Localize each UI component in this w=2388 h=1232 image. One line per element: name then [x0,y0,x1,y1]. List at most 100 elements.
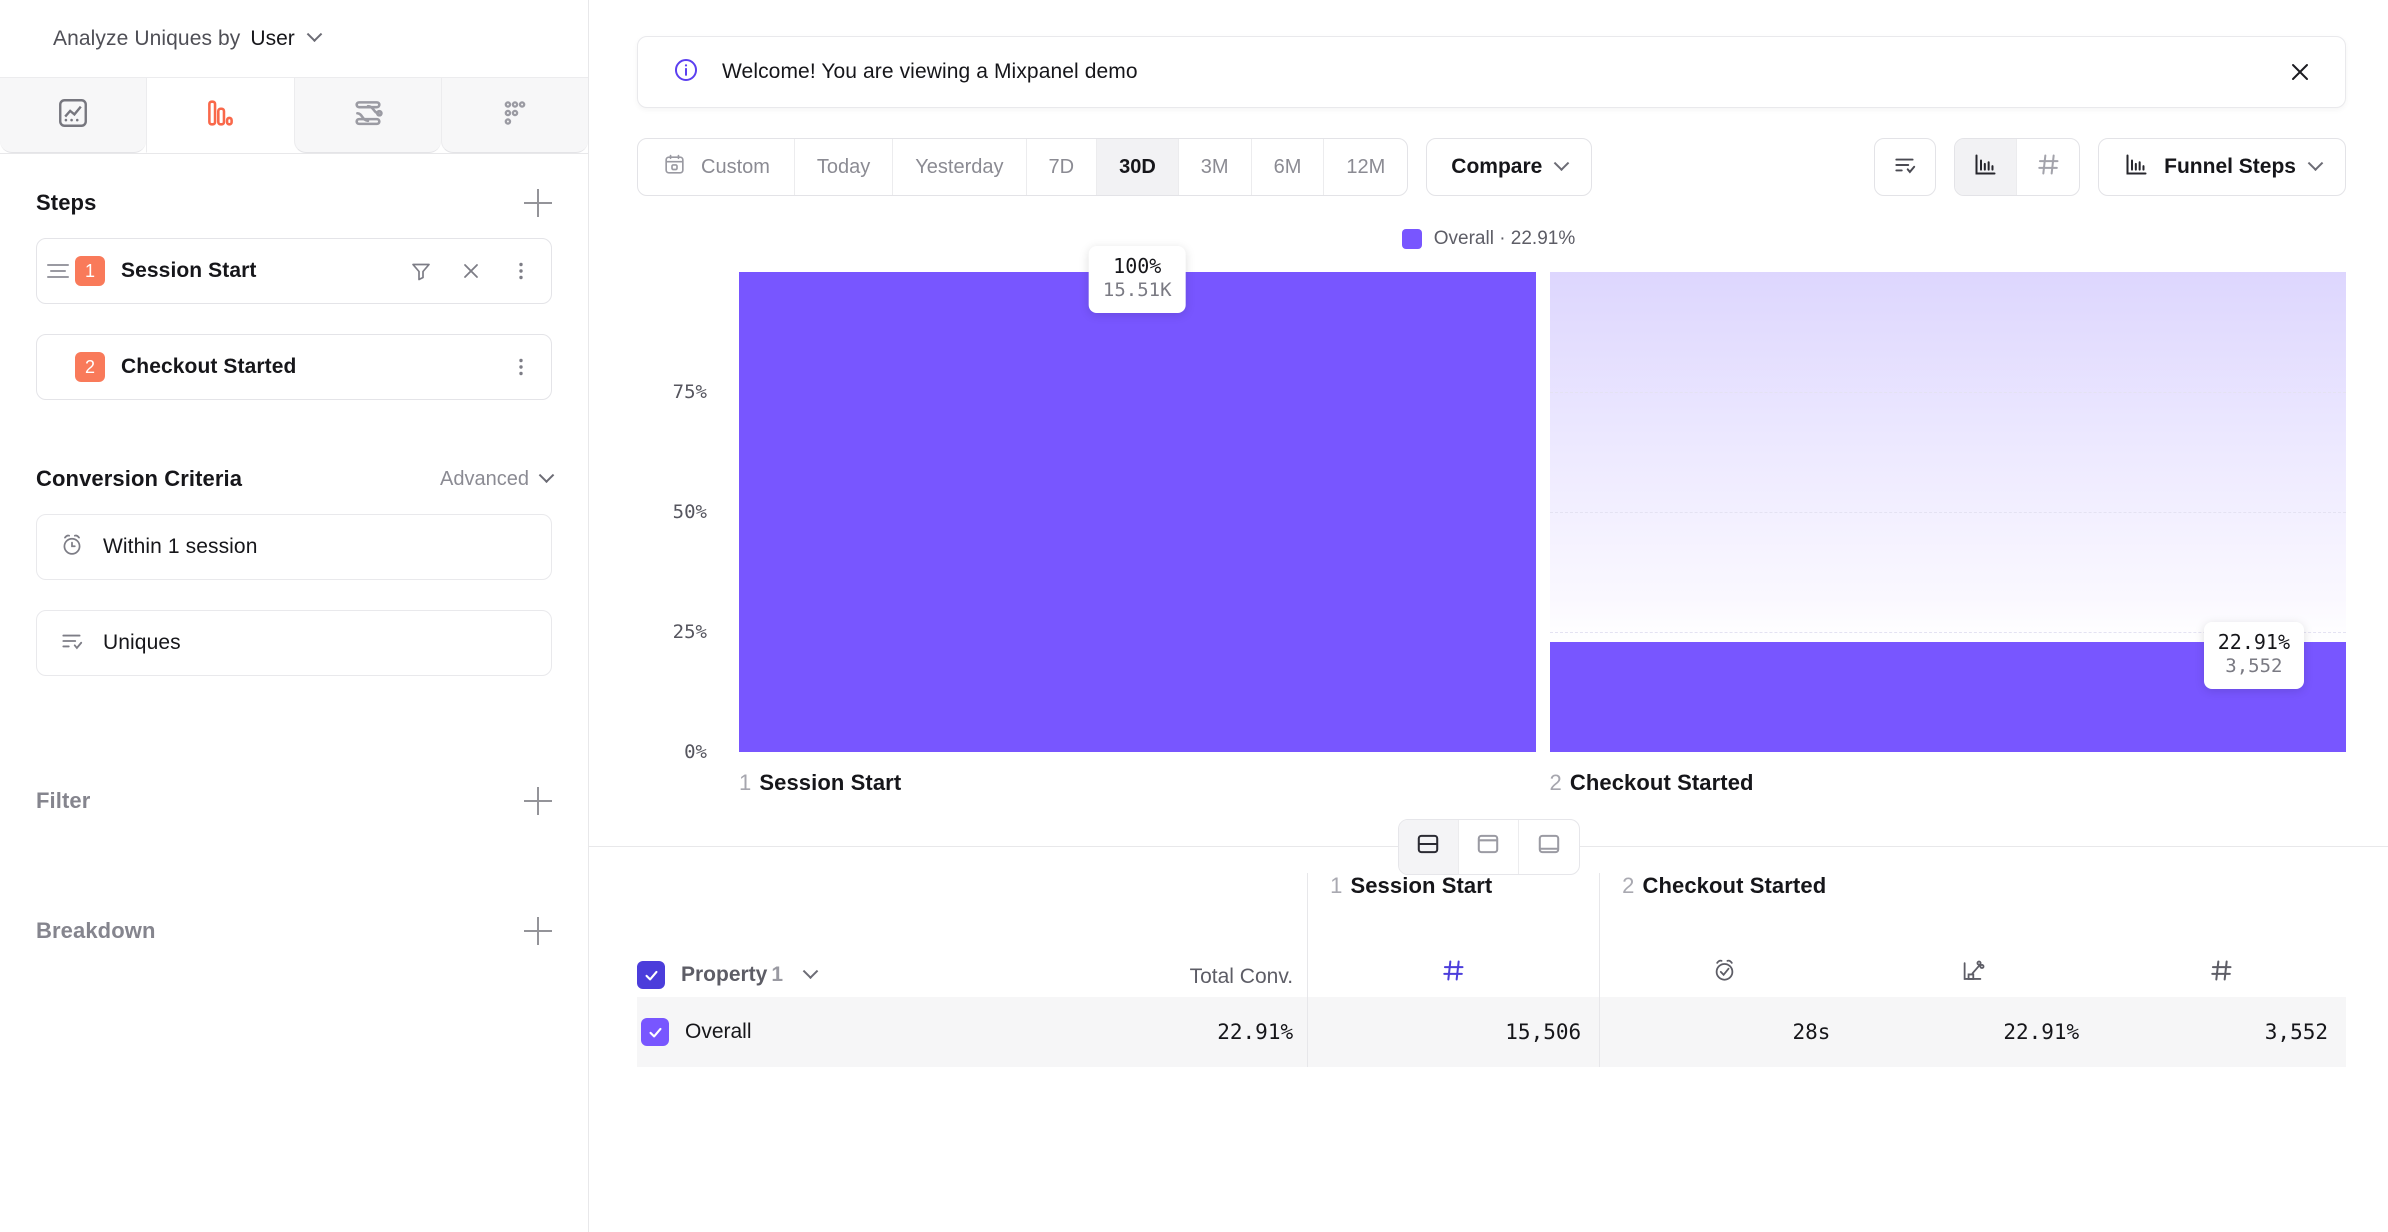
compare-label: Compare [1451,155,1543,178]
row-cell-uniques-2: 3,552 [2097,997,2346,1067]
metric-header-time[interactable] [1599,927,1849,997]
total-conv-header[interactable]: Total Conv. [1189,965,1294,988]
chevron-down-icon [2307,154,2324,171]
legend-swatch [1401,229,1422,249]
line-chart-icon [56,96,90,135]
date-range-3m[interactable]: 3M [1179,139,1252,195]
x-label-step-2: 2 Checkout Started [1550,770,2347,796]
layout-bottom-button[interactable] [1519,820,1579,874]
toggle-chart-view[interactable] [1955,139,2018,195]
chart-type-dropdown[interactable]: Funnel Steps [2098,138,2346,196]
group-header-empty-2 [1026,873,1307,927]
funnel-bars-icon [203,96,237,135]
close-icon[interactable] [2283,55,2317,89]
analyze-uniques-dropdown[interactable]: User [250,26,323,51]
analyze-bar: Analyze Uniques by User [0,0,588,78]
counting-method-row[interactable]: Uniques [36,610,552,676]
row-cell-time: 28s [1599,997,1849,1067]
layout-split-button[interactable] [1398,819,1459,874]
flows-icon [351,96,385,135]
spacer [36,836,552,882]
sort-options-button[interactable] [1874,138,1937,196]
conversion-criteria-header: Conversion Criteria Advanced [36,430,555,514]
alarm-clock-icon [59,532,85,563]
bar-tooltip-2: 22.91% 3,552 [2203,622,2304,689]
bar-column-2[interactable]: 22.91% 3,552 [1549,272,2346,752]
breakdown-title: Breakdown [36,918,156,943]
date-range-yesterday[interactable]: Yesterday [893,139,1027,195]
date-range-today[interactable]: Today [795,139,894,195]
group-header-step-1: 1 Session Start [1307,873,1600,927]
chevron-down-icon [1554,154,1570,171]
legend-item-overall[interactable]: Overall · 22.91% [1401,228,1575,250]
steps-section-header: Steps [36,154,552,238]
list-check-icon [59,628,85,659]
chevron-down-icon[interactable] [802,962,819,979]
step-actions [407,257,535,285]
chevron-down-icon [538,466,555,483]
date-range-custom[interactable]: Custom [638,139,795,195]
gridline-25 [1549,632,2346,633]
tab-funnels[interactable] [146,78,294,153]
conversion-criteria-title: Conversion Criteria [36,466,243,491]
tab-flows[interactable] [293,78,441,153]
bar-chart-icon [2123,151,2150,184]
conversion-window-row[interactable]: Within 1 session [36,514,552,580]
add-step-button[interactable] [524,189,552,217]
layout-toggle-group [1397,818,1580,875]
layout-top-button[interactable] [1459,819,1519,874]
property-header[interactable]: Property 1 [637,961,1026,989]
analyze-value: User [250,26,295,50]
date-range-7d[interactable]: 7D [1027,139,1098,195]
metric-header-conversion-rate[interactable] [1848,927,2097,997]
close-icon[interactable] [457,257,485,285]
chart-type-label: Funnel Steps [2164,155,2296,178]
filter-icon[interactable] [407,257,435,285]
select-all-checkbox[interactable] [637,961,665,989]
group-name: Session Start [1350,873,1493,898]
tab-insights[interactable] [0,78,147,153]
step-row-1[interactable]: 1 Session Start [36,238,552,304]
sidebar: Analyze Uniques by User [0,0,589,1232]
row-checkbox[interactable] [641,1018,669,1046]
x-label-text: Checkout Started [1569,770,1754,795]
step-row-2[interactable]: 2 Checkout Started [36,334,552,400]
add-breakdown-button[interactable] [524,917,552,945]
more-options-icon[interactable] [507,353,535,381]
row-name-cell: Overall [637,997,1027,1067]
date-range-30d[interactable]: 30D [1097,139,1179,195]
report-type-tabs [0,78,588,154]
advanced-dropdown[interactable]: Advanced [440,466,555,491]
row-cell-conversion-rate: 22.91% [1848,997,2098,1067]
toggle-number-view[interactable] [2017,139,2079,195]
bar-dropoff-ghost [1549,272,2346,643]
add-filter-button[interactable] [524,787,552,815]
table-group-header-row: 1 Session Start 2 Checkout Started [637,873,2346,927]
y-axis: 75% 50% 25% 0% [637,272,723,763]
x-axis-labels: 1 Session Start 2 Checkout Started [739,770,2346,796]
compare-button[interactable]: Compare [1426,138,1593,196]
metric-header-uniques-2[interactable] [2097,927,2346,997]
steps-title: Steps [36,190,97,215]
bar-column-1[interactable]: 100% 15.51K [739,246,1536,752]
table-row[interactable]: Overall 22.91% 15,506 28s 22.91% 3,552 [637,997,2346,1067]
row-selector[interactable]: Overall [637,1018,1026,1046]
layout-top-icon [1475,831,1501,862]
retention-dots-icon [498,96,532,135]
advanced-label: Advanced [440,467,529,490]
date-range-6m[interactable]: 6M [1252,139,1325,195]
tab-retention[interactable] [440,78,588,153]
date-range-12m[interactable]: 12M [1346,155,1386,178]
main-content: Welcome! You are viewing a Mixpanel demo [589,0,2388,1232]
tooltip-count: 3,552 [2225,655,2283,677]
sidebar-body: Steps 1 Session Start [0,154,588,1232]
drag-handle-icon[interactable] [47,264,69,278]
property-label-text: Property [681,963,768,986]
gridline-75 [1549,392,2346,393]
row-total-conv: 22.91% [1026,997,1308,1067]
more-options-icon[interactable] [507,257,535,285]
metric-header-uniques-1[interactable] [1307,927,1600,997]
x-label-text: Session Start [759,770,902,795]
bar-session-start[interactable] [739,272,1536,752]
